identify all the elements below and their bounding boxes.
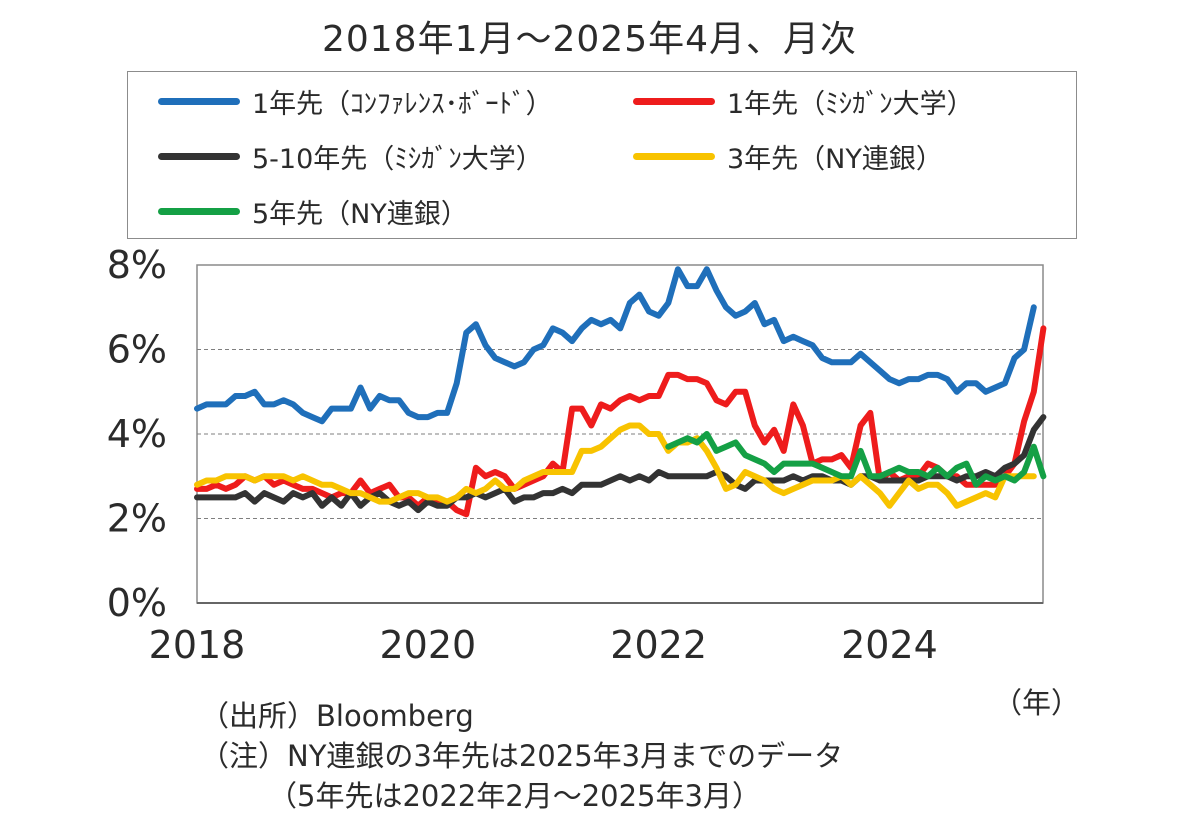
legend-label-mich-5-10y: 5-10年先（ﾐｼｶﾞﾝ大学） (252, 144, 543, 175)
legend-item-nyfed-3y: 3年先（NY連銀） (633, 137, 943, 176)
y-tick-label: 6% (107, 328, 167, 372)
legend-item-mich-1y: 1年先（ﾐｼｶﾞﾝ大学） (633, 82, 974, 121)
y-tick-label: 2% (107, 497, 167, 541)
footnote-1: （注）NY連銀の3年先は2025年3月までのデータ (200, 739, 844, 773)
chart-legend: 1年先（ｺﾝﾌｧﾚﾝｽ･ﾎﾞｰﾄﾞ） 1年先（ﾐｼｶﾞﾝ大学） 5-10年先（ﾐ… (127, 71, 1077, 239)
legend-label-nyfed-5y: 5年先（NY連銀） (252, 199, 468, 230)
legend-swatch-nyfed-3y (633, 153, 715, 160)
legend-label-nyfed-3y: 3年先（NY連銀） (727, 144, 943, 175)
legend-label-cb-1y: 1年先（ｺﾝﾌｧﾚﾝｽ･ﾎﾞｰﾄﾞ） (252, 89, 553, 120)
legend-item-nyfed-5y: 5年先（NY連銀） (158, 192, 468, 231)
y-tick-label: 0% (107, 581, 167, 625)
legend-swatch-nyfed-5y (158, 208, 240, 215)
legend-item-mich-5-10y: 5-10年先（ﾐｼｶﾞﾝ大学） (158, 137, 543, 176)
legend-label-mich-1y: 1年先（ﾐｼｶﾞﾝ大学） (727, 89, 974, 120)
x-tick-label: 2018 (149, 623, 246, 667)
source-note: （出所）Bloomberg (200, 699, 474, 733)
legend-swatch-cb-1y (158, 98, 240, 105)
line-chart: 0% 2% 4% 6% 8% 2018 2020 2022 2024 (107, 243, 1047, 667)
series-line-nyfed-3y (194, 422, 1037, 509)
y-tick-label: 4% (107, 412, 167, 456)
x-tick-label: 2022 (610, 623, 707, 667)
footnote-2: （5年先は2022年2月～2025年3月） (268, 779, 761, 813)
series-line-cb-1y (194, 266, 1037, 425)
legend-swatch-mich-1y (633, 98, 715, 105)
legend-swatch-mich-5-10y (158, 153, 240, 160)
chart-title: 2018年1月～2025年4月、月次 (321, 19, 858, 60)
x-axis-unit-label: （年） (993, 686, 1081, 720)
x-tick-label: 2020 (379, 623, 476, 667)
y-tick-label: 8% (107, 243, 167, 287)
series-line-mich-5-10y (194, 414, 1047, 514)
series-line-nyfed-5y (665, 431, 1047, 488)
x-tick-label: 2024 (841, 623, 938, 667)
legend-item-cb-1y: 1年先（ｺﾝﾌｧﾚﾝｽ･ﾎﾞｰﾄﾞ） (158, 82, 553, 121)
